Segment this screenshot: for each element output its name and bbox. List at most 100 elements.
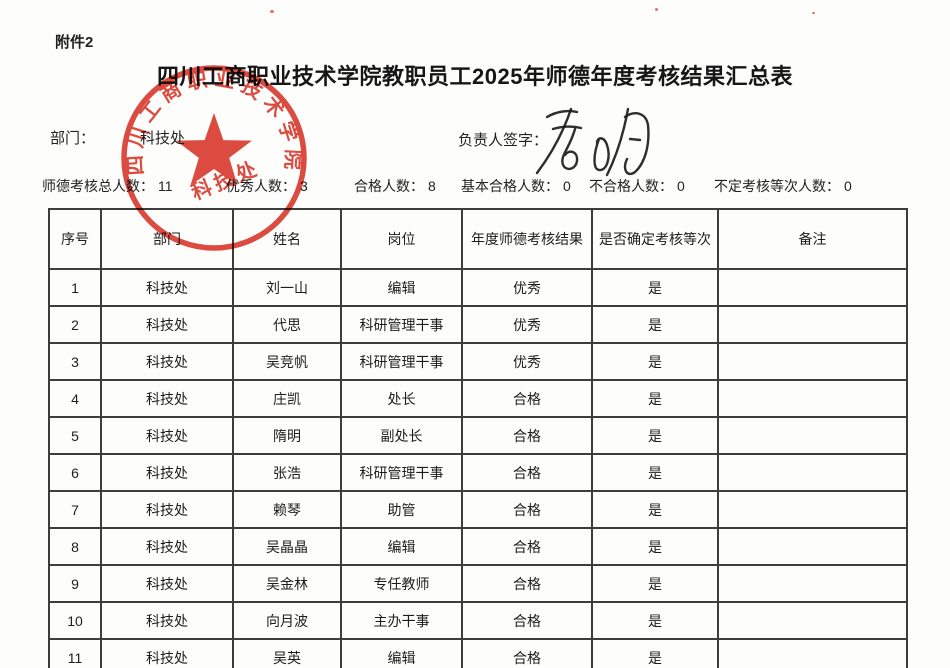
cell-confirm: 是	[591, 305, 719, 344]
header-post: 岗位	[340, 208, 463, 270]
cell-department: 科技处	[100, 379, 234, 418]
cell-confirm: 是	[591, 268, 719, 307]
table-row: 8 科技处 吴晶晶 编辑 合格 是	[48, 527, 908, 566]
cell-index: 2	[48, 305, 102, 344]
cell-index: 11	[48, 638, 102, 668]
cell-post: 科研管理干事	[340, 305, 463, 344]
header-note: 备注	[717, 208, 908, 270]
cell-result: 合格	[461, 416, 593, 455]
cell-post: 专任教师	[340, 564, 463, 603]
stat-total-label: 师德考核总人数：	[42, 178, 154, 194]
table-row: 7 科技处 赖琴 助管 合格 是	[48, 490, 908, 529]
cell-note	[717, 527, 908, 566]
cell-index: 3	[48, 342, 102, 381]
table-row: 9 科技处 吴金林 专任教师 合格 是	[48, 564, 908, 603]
table-header: 序号 部门 姓名 岗位 年度师德考核结果 是否确定考核等次 备注	[48, 208, 908, 270]
summary-stats: 师德考核总人数： 11 优秀人数： 3 合格人数： 8 基本合格人数： 0 不合格人数：…	[0, 176, 950, 196]
cell-index: 1	[48, 268, 102, 307]
cell-index: 8	[48, 527, 102, 566]
table-row: 6 科技处 张浩 科研管理干事 合格 是	[48, 453, 908, 492]
cell-index: 5	[48, 416, 102, 455]
table-row: 2 科技处 代思 科研管理干事 优秀 是	[48, 305, 908, 344]
cell-index: 6	[48, 453, 102, 492]
header-name: 姓名	[232, 208, 342, 270]
cell-department: 科技处	[100, 638, 234, 668]
cell-result: 优秀	[461, 268, 593, 307]
cell-confirm: 是	[591, 527, 719, 566]
department-value: 科技处	[140, 130, 186, 147]
cell-result: 合格	[461, 453, 593, 492]
table-row: 5 科技处 隋明 副处长 合格 是	[48, 416, 908, 455]
cell-post: 编辑	[340, 638, 463, 668]
table-row: 10 科技处 向月波 主办干事 合格 是	[48, 601, 908, 640]
assessment-table: 序号 部门 姓名 岗位 年度师德考核结果 是否确定考核等次 备注 1 科技处 刘…	[48, 208, 908, 668]
cell-post: 助管	[340, 490, 463, 529]
cell-confirm: 是	[591, 379, 719, 418]
header-department: 部门	[100, 208, 234, 270]
cell-note	[717, 490, 908, 529]
stat-ungraded: 不定考核等次人数： 0	[714, 176, 852, 196]
cell-note	[717, 268, 908, 307]
cell-note	[717, 564, 908, 603]
stat-basic-value: 0	[563, 178, 571, 194]
cell-note	[717, 453, 908, 492]
cell-note	[717, 342, 908, 381]
stat-excellent: 优秀人数： 3	[226, 176, 308, 196]
cell-result: 合格	[461, 527, 593, 566]
stat-basic-label: 基本合格人数：	[461, 178, 559, 194]
cell-name: 赖琴	[232, 490, 342, 529]
cell-result: 合格	[461, 490, 593, 529]
cell-name: 代思	[232, 305, 342, 344]
cell-name: 隋明	[232, 416, 342, 455]
stat-unqualified-label: 不合格人数：	[589, 178, 673, 194]
cell-confirm: 是	[591, 601, 719, 640]
cell-result: 合格	[461, 564, 593, 603]
department-label: 部门：	[50, 130, 96, 147]
cell-confirm: 是	[591, 416, 719, 455]
stat-qualified: 合格人数： 8	[354, 176, 436, 196]
table-body: 1 科技处 刘一山 编辑 优秀 是 2 科技处 代思 科研管理干事 优秀 是 3…	[48, 268, 908, 668]
table-row: 11 科技处 吴英 编辑 合格 是	[48, 638, 908, 668]
attachment-label: 附件2	[55, 34, 94, 51]
stat-ungraded-value: 0	[844, 178, 852, 194]
cell-result: 合格	[461, 601, 593, 640]
cell-note	[717, 379, 908, 418]
header-confirm: 是否确定考核等次	[591, 208, 719, 270]
cell-result: 优秀	[461, 305, 593, 344]
cell-note	[717, 416, 908, 455]
cell-result: 优秀	[461, 342, 593, 381]
stat-excellent-value: 3	[300, 178, 308, 194]
cell-name: 吴晶晶	[232, 527, 342, 566]
stat-excellent-label: 优秀人数：	[226, 178, 296, 194]
page-title: 四川工商职业技术学院教职员工2025年师德年度考核结果汇总表	[157, 64, 793, 89]
cell-post: 编辑	[340, 527, 463, 566]
cell-post: 处长	[340, 379, 463, 418]
table-row: 4 科技处 庄凯 处长 合格 是	[48, 379, 908, 418]
header-result: 年度师德考核结果	[461, 208, 593, 270]
signer-label: 负责人签字：	[458, 132, 549, 149]
cell-department: 科技处	[100, 527, 234, 566]
stat-qualified-label: 合格人数：	[354, 178, 424, 194]
cell-name: 吴英	[232, 638, 342, 668]
cell-post: 主办干事	[340, 601, 463, 640]
cell-index: 10	[48, 601, 102, 640]
scan-artifact	[270, 10, 274, 13]
cell-department: 科技处	[100, 268, 234, 307]
cell-department: 科技处	[100, 564, 234, 603]
cell-index: 9	[48, 564, 102, 603]
cell-department: 科技处	[100, 305, 234, 344]
cell-post: 科研管理干事	[340, 342, 463, 381]
cell-confirm: 是	[591, 453, 719, 492]
cell-department: 科技处	[100, 416, 234, 455]
stat-total-value: 11	[158, 178, 173, 194]
cell-name: 吴竞帆	[232, 342, 342, 381]
scan-artifact	[812, 12, 815, 14]
cell-department: 科技处	[100, 453, 234, 492]
cell-department: 科技处	[100, 601, 234, 640]
cell-confirm: 是	[591, 564, 719, 603]
cell-confirm: 是	[591, 342, 719, 381]
cell-note	[717, 601, 908, 640]
cell-result: 合格	[461, 379, 593, 418]
cell-name: 庄凯	[232, 379, 342, 418]
